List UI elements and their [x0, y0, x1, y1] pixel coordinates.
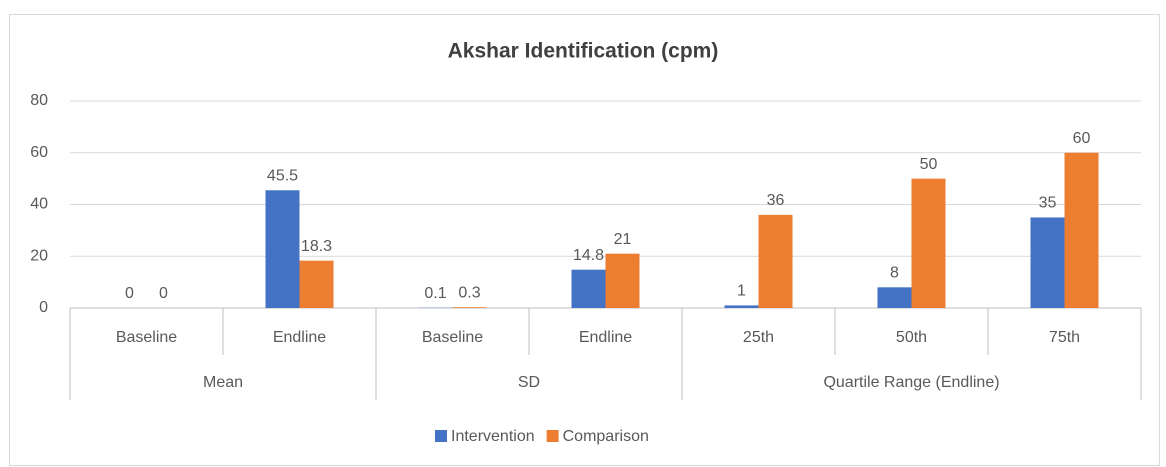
group-label: SD	[518, 374, 540, 391]
y-tick-label: 60	[30, 144, 48, 161]
bar	[299, 260, 334, 308]
data-label: 60	[1073, 130, 1091, 147]
bar	[1064, 152, 1099, 308]
legend-swatch	[546, 430, 559, 442]
legend-swatch	[435, 430, 447, 442]
x-tick-label: 50th	[896, 329, 927, 346]
chart-title: Akshar Identification (cpm)	[448, 40, 719, 63]
data-label: 35	[1039, 195, 1057, 212]
bar	[724, 305, 759, 308]
x-tick-label: Baseline	[116, 329, 177, 346]
data-label: 45.5	[267, 167, 298, 184]
bar	[911, 178, 946, 308]
group-label: Mean	[203, 374, 243, 391]
data-label: 36	[767, 192, 785, 209]
data-label: 0.1	[424, 285, 446, 302]
y-tick-label: 0	[39, 299, 48, 316]
bar	[571, 269, 606, 308]
bar	[758, 214, 793, 308]
x-tick-label: Endline	[579, 329, 632, 346]
x-tick-label: Endline	[273, 329, 326, 346]
data-label: 0	[125, 285, 134, 302]
bar	[605, 253, 640, 308]
data-label: 0	[159, 285, 168, 302]
data-label: 21	[614, 231, 632, 248]
bar	[452, 307, 487, 308]
data-label: 8	[890, 265, 899, 282]
data-label: 1	[737, 283, 746, 300]
x-tick-label: Baseline	[422, 329, 483, 346]
group-label: Quartile Range (Endline)	[823, 374, 999, 391]
bar	[1030, 217, 1065, 308]
y-tick-label: 20	[30, 247, 48, 264]
chart-border	[9, 14, 1160, 466]
x-tick-label: 25th	[743, 329, 774, 346]
data-label: 14.8	[573, 247, 604, 264]
y-tick-label: 40	[30, 196, 48, 213]
bar	[265, 190, 300, 308]
legend-label: Comparison	[563, 428, 649, 445]
data-label: 50	[920, 156, 938, 173]
legend-label: Intervention	[451, 428, 535, 445]
data-label: 0.3	[458, 284, 480, 301]
bar	[877, 287, 912, 308]
x-tick-label: 75th	[1049, 329, 1080, 346]
y-tick-label: 80	[30, 92, 48, 109]
data-label: 18.3	[301, 238, 332, 255]
